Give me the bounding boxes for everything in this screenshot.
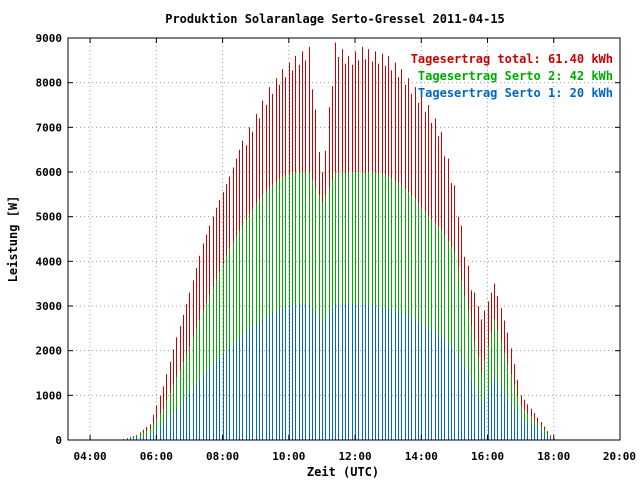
x-tick-label: 08:00 <box>206 450 239 463</box>
x-tick-label: 06:00 <box>140 450 173 463</box>
x-tick-label: 16:00 <box>471 450 504 463</box>
legend-entry: Tagesertrag Serto 2: 42 kWh <box>418 69 613 83</box>
legend: Tagesertrag total: 61.40 kWh Tagesertrag … <box>411 52 613 100</box>
x-axis-ticks: 04:00 06:00 08:00 10:00 12:00 14:00 16:00 18:00… <box>74 38 636 463</box>
x-axis-label: Zeit (UTC) <box>307 465 379 479</box>
y-tick-label: 7000 <box>36 121 63 134</box>
x-tick-label: 10:00 <box>272 450 305 463</box>
y-tick-label: 3000 <box>36 300 63 313</box>
x-tick-label: 12:00 <box>338 450 371 463</box>
y-tick-label: 1000 <box>36 389 63 402</box>
y-tick-label: 4000 <box>36 255 63 268</box>
y-tick-label: 5000 <box>36 211 63 224</box>
y-tick-label: 0 <box>55 434 62 447</box>
y-tick-label: 9000 <box>36 32 63 45</box>
x-tick-label: 20:00 <box>603 450 636 463</box>
y-tick-label: 2000 <box>36 345 63 358</box>
legend-entry: Tagesertrag total: 61.40 kWh <box>411 52 613 66</box>
y-tick-label: 8000 <box>36 77 63 90</box>
plot-frame <box>67 37 621 441</box>
x-tick-label: 14:00 <box>405 450 438 463</box>
y-tick-label: 6000 <box>36 166 63 179</box>
y-axis-ticks: 0 1000 2000 3000 4000 5000 6000 7000 8000 9000 <box>36 32 620 447</box>
x-tick-label: 18:00 <box>537 450 570 463</box>
x-tick-label: 04:00 <box>74 450 107 463</box>
chart-title: Produktion Solaranlage Serto-Gressel 201… <box>165 12 505 26</box>
y-axis-label: Leistung [W] <box>6 196 20 283</box>
legend-entry: Tagesertrag Serto 1: 20 kWh <box>418 86 613 100</box>
